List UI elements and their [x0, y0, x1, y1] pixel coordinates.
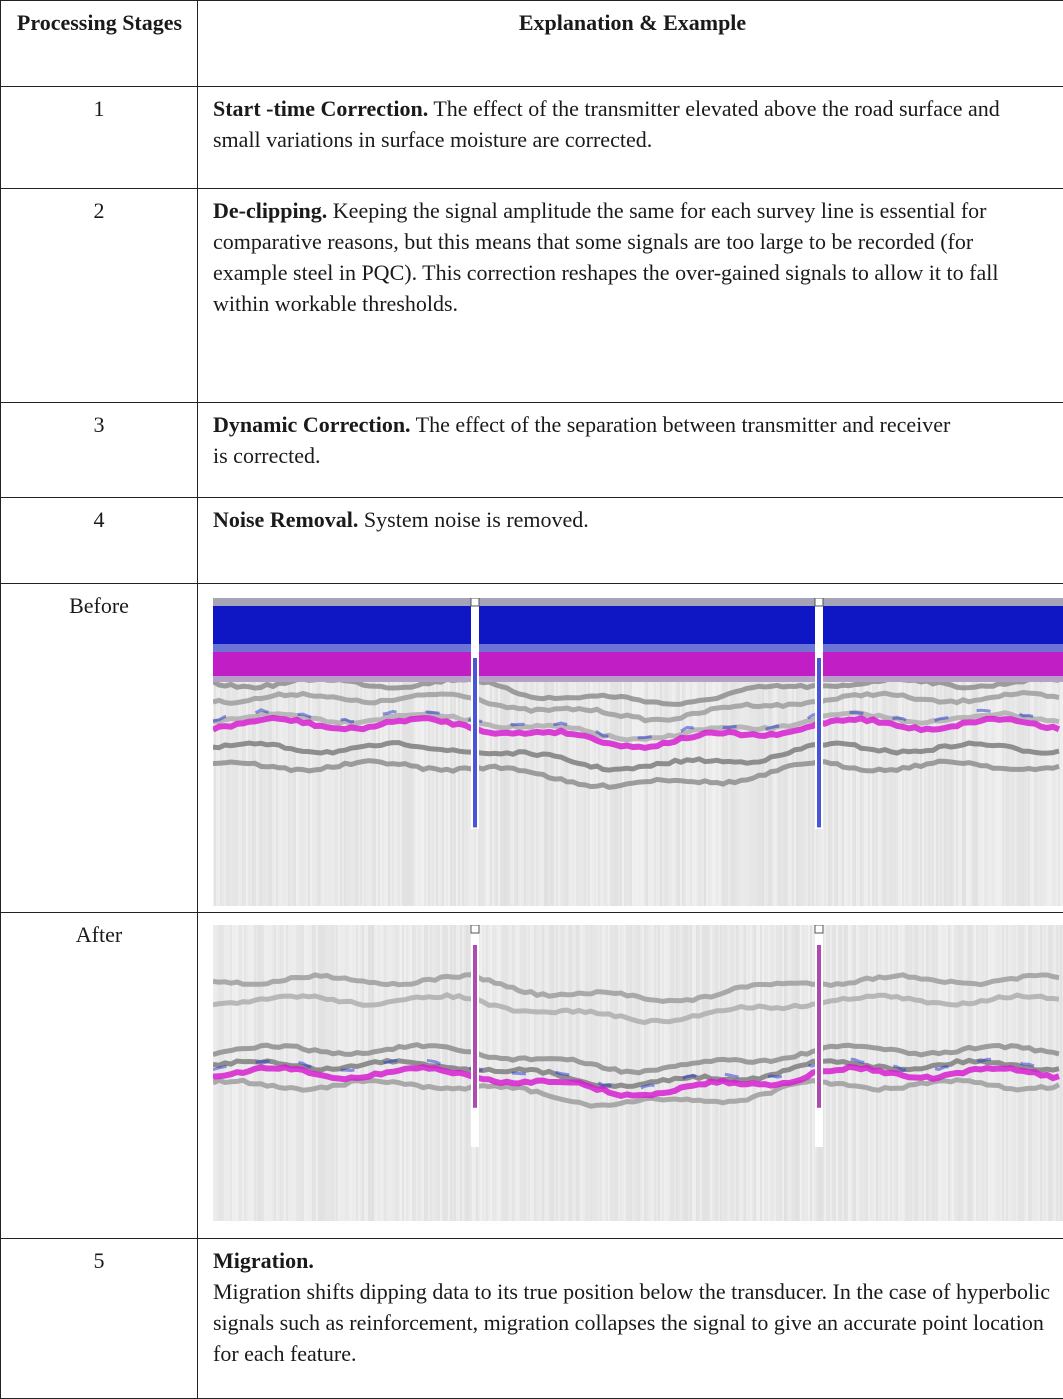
texture	[213, 652, 1063, 676]
texture	[817, 945, 821, 1108]
header-cell: Explanation & Example	[198, 1, 1063, 87]
stage: 2	[1, 189, 198, 403]
texture	[815, 598, 823, 606]
stage: 4	[1, 498, 198, 584]
texture	[213, 644, 1063, 652]
stage: 1	[1, 87, 198, 189]
explanation: Noise Removal. System noise is removed.	[198, 498, 1063, 584]
texture	[473, 945, 477, 1108]
stage-title: Migration.	[213, 1248, 314, 1273]
stage-text: Migration shifts dipping data to its tru…	[213, 1276, 1052, 1369]
texture	[213, 676, 1063, 682]
texture	[471, 598, 479, 606]
row: After	[1, 913, 1063, 1239]
row: 4 Noise Removal. System noise is removed…	[1, 498, 1063, 584]
stage-title: Start -time Correction.	[213, 96, 428, 121]
explanation: Start -time Correction. The effect of th…	[198, 87, 1063, 189]
texture	[213, 598, 1063, 606]
stage-text: System noise is removed.	[364, 507, 589, 532]
stage: 5	[1, 1239, 198, 1399]
explanation: Dynamic Correction. The effect of the se…	[198, 403, 1063, 498]
radargram-before	[213, 598, 1063, 906]
radargram-after	[213, 925, 1063, 1221]
explanation: Migration. Migration shifts dipping data …	[198, 1239, 1063, 1399]
stage-title: Noise Removal.	[213, 507, 358, 532]
stage: Before	[1, 584, 198, 913]
row: 5 Migration. Migration shifts dipping dat…	[1, 1239, 1063, 1399]
stage: 3	[1, 403, 198, 498]
stage-title: De-clipping.	[213, 198, 327, 223]
stage-text: Keeping the signal amplitude the same fo…	[213, 198, 998, 316]
header-row: Processing Stages Explanation & Example	[1, 1, 1063, 87]
texture	[817, 658, 821, 827]
stage-title: Dynamic Correction.	[213, 412, 411, 437]
row: 3 Dynamic Correction. The effect of the …	[1, 403, 1063, 498]
texture	[473, 658, 477, 827]
stage: After	[1, 913, 198, 1239]
texture	[471, 925, 479, 933]
image-cell	[198, 584, 1063, 913]
texture	[213, 606, 1063, 644]
image-cell	[198, 913, 1063, 1239]
header-cell: Processing Stages	[1, 1, 198, 87]
row: Before	[1, 584, 1063, 913]
row: 2 De-clipping. Keeping the signal amplit…	[1, 189, 1063, 403]
row: 1 Start -time Correction. The effect of …	[1, 87, 1063, 189]
explanation: De-clipping. Keeping the signal amplitud…	[198, 189, 1063, 403]
texture	[815, 925, 823, 933]
